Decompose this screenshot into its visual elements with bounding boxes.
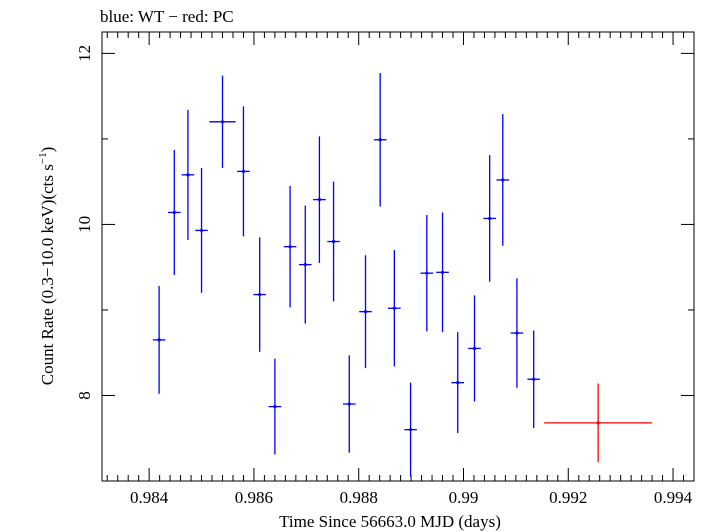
point-marker — [456, 381, 460, 385]
plot-frame — [101, 31, 695, 482]
y-tick-label: 10 — [75, 216, 94, 233]
data-point — [342, 355, 356, 453]
point-marker — [273, 404, 277, 409]
data-series — [152, 73, 653, 477]
data-point — [496, 114, 510, 246]
axis-ticks — [102, 32, 695, 482]
data-point — [404, 382, 417, 477]
point-marker — [378, 138, 382, 142]
point-marker — [472, 346, 477, 351]
y-tick-label: 12 — [75, 45, 94, 62]
x-tick-label: 0.992 — [549, 488, 587, 507]
point-marker — [501, 178, 505, 182]
y-axis-title-superscript: −1 — [37, 152, 49, 164]
data-point — [283, 185, 297, 308]
point-marker — [425, 271, 429, 275]
point-marker — [408, 428, 413, 432]
y-axis-title: Count Rate (0.3−10.0 keV)(cts s−1) — [37, 147, 57, 386]
data-point — [298, 205, 312, 324]
point-marker — [186, 173, 190, 177]
x-tick-label: 0.986 — [235, 488, 273, 507]
data-point — [544, 383, 653, 463]
data-point — [237, 106, 250, 237]
point-marker — [220, 120, 225, 124]
data-point — [152, 286, 166, 394]
x-tick-label: 0.99 — [449, 488, 479, 507]
point-marker — [392, 306, 396, 310]
point-marker — [157, 338, 161, 342]
data-point — [388, 250, 401, 367]
data-point — [468, 295, 481, 402]
data-point — [209, 75, 236, 168]
point-marker — [440, 270, 445, 274]
series-0 — [152, 73, 540, 477]
point-marker — [317, 198, 322, 202]
data-point — [313, 136, 326, 263]
chart-title: blue: WT − red: PC — [100, 7, 234, 26]
point-marker — [303, 263, 307, 267]
data-point — [436, 212, 449, 333]
point-marker — [331, 239, 336, 244]
data-point — [510, 278, 524, 388]
point-marker — [241, 169, 246, 174]
data-point — [168, 150, 181, 275]
point-marker — [258, 292, 262, 297]
y-tick-label: 8 — [75, 391, 94, 400]
point-marker — [347, 402, 351, 406]
y-axis-title-main: Count Rate (0.3−10.0 keV)(cts s — [38, 164, 57, 385]
y-axis-title-close: ) — [38, 147, 57, 153]
data-point — [359, 255, 372, 369]
x-axis-title: Time Since 56663.0 MJD (days) — [279, 512, 501, 531]
point-marker — [199, 228, 204, 233]
point-marker — [515, 331, 519, 335]
series-1 — [544, 383, 653, 463]
data-point — [195, 167, 208, 293]
data-point — [483, 155, 496, 282]
x-tick-label: 0.994 — [654, 488, 693, 507]
data-point — [268, 358, 282, 455]
point-marker — [488, 216, 492, 221]
data-point — [373, 73, 387, 207]
data-point — [451, 332, 465, 434]
x-tick-label: 0.988 — [340, 488, 378, 507]
point-marker — [596, 421, 600, 425]
data-point — [420, 215, 434, 332]
x-tick-labels: 0.984 0.986 0.988 0.99 0.992 0.994 — [130, 488, 693, 507]
data-point — [181, 109, 195, 240]
data-point — [527, 330, 540, 428]
point-marker — [172, 210, 176, 215]
data-point — [253, 237, 266, 352]
y-tick-labels: 8 10 12 — [75, 45, 94, 400]
point-marker — [532, 377, 536, 381]
data-point — [327, 181, 340, 302]
point-marker — [288, 245, 292, 249]
point-marker — [363, 310, 368, 314]
x-tick-label: 0.984 — [130, 488, 169, 507]
